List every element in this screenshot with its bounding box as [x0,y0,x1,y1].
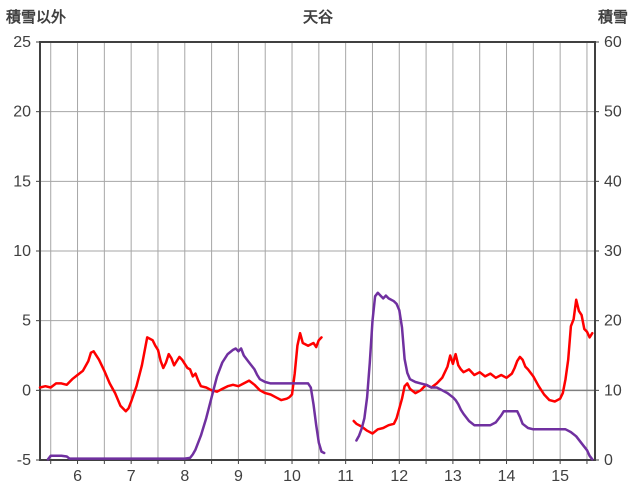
svg-text:5: 5 [22,313,31,330]
svg-text:7: 7 [127,468,136,485]
svg-text:8: 8 [180,468,189,485]
svg-text:14: 14 [498,468,516,485]
svg-text:0: 0 [604,452,613,469]
svg-text:60: 60 [604,34,622,51]
svg-text:25: 25 [13,34,31,51]
svg-text:0: 0 [22,382,31,399]
svg-text:50: 50 [604,104,622,121]
svg-text:20: 20 [604,313,622,330]
svg-text:13: 13 [444,468,462,485]
svg-text:40: 40 [604,173,622,190]
svg-text:15: 15 [13,173,31,190]
svg-text:11: 11 [337,468,354,485]
svg-text:10: 10 [604,382,622,399]
svg-text:20: 20 [13,104,31,121]
svg-text:10: 10 [283,468,301,485]
svg-text:30: 30 [604,243,622,260]
svg-text:12: 12 [390,468,408,485]
svg-text:6: 6 [73,468,82,485]
left-axis-title: 積雪以外 [6,9,67,26]
svg-text:-5: -5 [17,452,31,469]
svg-text:15: 15 [551,468,569,485]
svg-text:10: 10 [13,243,31,260]
chart-title: 天谷 [302,9,334,26]
svg-text:9: 9 [234,468,243,485]
right-axis-title: 積雪 [597,9,628,26]
